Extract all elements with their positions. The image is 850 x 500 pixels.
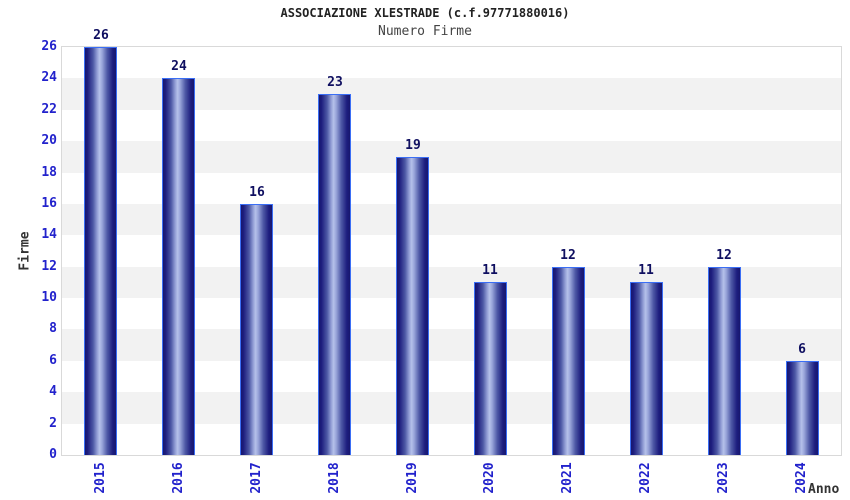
grid-band [62,47,841,79]
x-tick-2022: 2022 [638,462,653,494]
y-tick-4: 4 [49,384,57,399]
bar-2018 [318,94,351,455]
bar-value-label: 24 [171,59,187,74]
bar-value-label: 12 [716,248,732,263]
bar-value-label: 6 [798,342,806,357]
y-tick-22: 22 [41,102,57,117]
y-tick-2: 2 [49,416,57,431]
bar-value-label: 12 [560,248,576,263]
bar-2023 [708,267,741,455]
x-tick-2019: 2019 [405,462,420,494]
y-axis-title: Firme [17,231,33,271]
x-tick-2017: 2017 [249,462,264,494]
chart-title: ASSOCIAZIONE XLESTRADE (c.f.97771880016) [280,6,570,20]
bar-2022 [630,282,663,455]
x-axis-title: Anno [808,482,840,497]
bar-2019 [396,157,429,455]
bar-value-label: 16 [249,185,265,200]
bar-value-label: 11 [638,263,654,278]
bar-2024 [786,361,819,455]
bar-2016 [162,78,195,455]
y-tick-12: 12 [41,259,57,274]
y-tick-24: 24 [41,70,57,85]
y-tick-20: 20 [41,133,57,148]
bar-value-label: 26 [93,28,109,43]
y-tick-14: 14 [41,227,57,242]
bar-2020 [474,282,507,455]
chart-subtitle: Numero Firme [378,24,472,39]
bar-value-label: 23 [327,75,343,90]
y-tick-6: 6 [49,353,57,368]
plot-area: 26 24 16 23 19 11 12 11 12 6 [61,28,842,456]
y-tick-26: 26 [41,39,57,54]
x-tick-2018: 2018 [327,462,342,494]
x-tick-2016: 2016 [171,462,186,494]
x-tick-2023: 2023 [716,462,731,494]
y-tick-16: 16 [41,196,57,211]
x-tick-2021: 2021 [560,462,575,494]
y-tick-0: 0 [49,447,57,462]
x-tick-2024: 2024 [794,462,809,494]
y-tick-10: 10 [41,290,57,305]
y-tick-18: 18 [41,165,57,180]
bar-2017 [240,204,273,455]
bar-2021 [552,267,585,455]
bar-value-label: 19 [405,138,421,153]
y-tick-8: 8 [49,321,57,336]
x-tick-2015: 2015 [93,462,108,494]
bar-2015 [84,47,117,455]
x-tick-2020: 2020 [482,462,497,494]
bar-value-label: 11 [482,263,498,278]
